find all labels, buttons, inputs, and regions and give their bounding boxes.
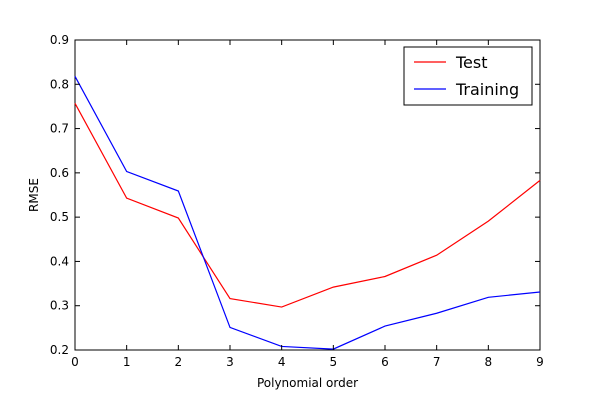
x-tick-label: 1 xyxy=(123,355,131,369)
x-axis-title: Polynomial order xyxy=(257,376,358,390)
series-lines xyxy=(74,76,541,350)
y-tick-label: 0.3 xyxy=(50,299,69,313)
x-tick-label: 0 xyxy=(71,355,79,369)
legend-label-test: Test xyxy=(455,53,488,72)
y-tick-label: 0.7 xyxy=(50,122,69,136)
series-line-training xyxy=(74,76,541,350)
y-tick-label: 0.9 xyxy=(50,33,69,47)
legend: Test Training xyxy=(403,46,533,106)
y-tick-label: 0.2 xyxy=(50,343,69,357)
y-axis-title: RMSE xyxy=(27,178,41,212)
x-tick-label: 8 xyxy=(485,355,493,369)
legend-frame xyxy=(403,46,533,106)
legend-label-training: Training xyxy=(455,80,519,99)
y-tick-label: 0.4 xyxy=(50,254,69,268)
x-tick-label: 4 xyxy=(278,355,286,369)
x-tick-label: 9 xyxy=(536,355,544,369)
x-tick-label: 5 xyxy=(330,355,338,369)
x-tick-label: 6 xyxy=(381,355,389,369)
y-tick-label: 0.8 xyxy=(50,77,69,91)
y-axis-ticks: 0.2 0.3 0.4 0.5 0.6 0.7 0.8 0.9 xyxy=(50,33,540,357)
series-line-test xyxy=(74,103,541,308)
x-tick-label: 3 xyxy=(226,355,234,369)
y-tick-label: 0.6 xyxy=(50,166,69,180)
y-tick-label: 0.5 xyxy=(50,210,69,224)
x-tick-label: 2 xyxy=(175,355,183,369)
x-axis-ticks: 0 1 2 3 4 5 6 7 8 9 xyxy=(71,40,544,369)
x-tick-label: 7 xyxy=(433,355,441,369)
